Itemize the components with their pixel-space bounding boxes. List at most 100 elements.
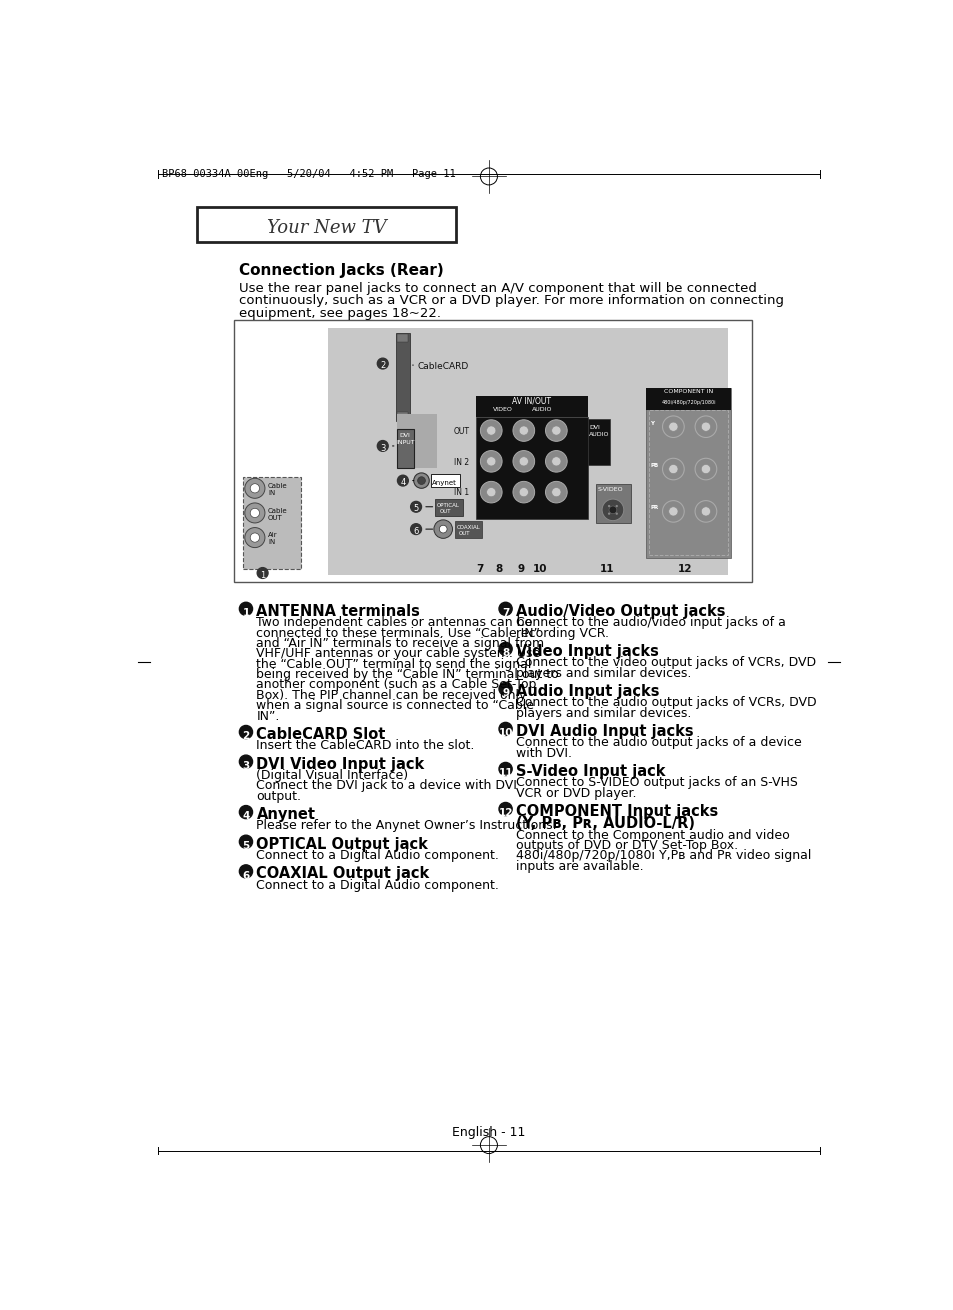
Bar <box>397 413 408 419</box>
Circle shape <box>239 865 253 878</box>
Circle shape <box>498 642 512 655</box>
Text: AUDIO: AUDIO <box>588 432 609 438</box>
Circle shape <box>668 507 678 516</box>
Text: recording VCR.: recording VCR. <box>516 626 608 639</box>
Circle shape <box>551 457 560 466</box>
Text: OUT: OUT <box>454 427 470 436</box>
Text: equipment, see pages 18~22.: equipment, see pages 18~22. <box>239 307 441 320</box>
Text: DVI: DVI <box>399 432 410 438</box>
Text: BP68-00334A-00Eng   5/20/04   4:52 PM   Page 11: BP68-00334A-00Eng 5/20/04 4:52 PM Page 1… <box>162 169 456 178</box>
Text: Connect the DVI jack to a device with DVI: Connect the DVI jack to a device with DV… <box>256 779 517 793</box>
Circle shape <box>239 603 253 616</box>
Text: COAXIAL: COAXIAL <box>456 525 479 531</box>
Bar <box>649 410 728 554</box>
Text: Anynet: Anynet <box>432 479 456 486</box>
Text: DVI Video Input jack: DVI Video Input jack <box>256 757 424 772</box>
Text: and “Air IN” terminals to receive a signal from: and “Air IN” terminals to receive a sign… <box>256 637 544 650</box>
Text: OUT: OUT <box>439 510 451 514</box>
Text: Connect to S-VIDEO output jacks of an S-VHS: Connect to S-VIDEO output jacks of an S-… <box>516 777 797 790</box>
Circle shape <box>439 525 447 533</box>
Circle shape <box>513 451 534 472</box>
Text: OUT: OUT <box>458 532 470 536</box>
Circle shape <box>498 683 512 696</box>
Text: Audio Input jacks: Audio Input jacks <box>516 684 659 698</box>
Text: Connect to the audio/video input jacks of a: Connect to the audio/video input jacks o… <box>516 616 785 629</box>
Text: IN”.: IN”. <box>256 710 279 723</box>
Circle shape <box>250 483 259 493</box>
Text: 4: 4 <box>400 478 405 487</box>
Circle shape <box>410 502 421 512</box>
Text: inputs are available.: inputs are available. <box>516 859 643 872</box>
Circle shape <box>601 499 623 520</box>
Text: CableCARD Slot: CableCARD Slot <box>256 727 385 741</box>
Circle shape <box>608 506 617 514</box>
Text: 7: 7 <box>476 563 483 574</box>
Text: CableCARD: CableCARD <box>417 362 468 371</box>
Bar <box>645 388 731 400</box>
Text: VCR or DVD player.: VCR or DVD player. <box>516 787 636 799</box>
Text: Connect to the Component audio and video: Connect to the Component audio and video <box>516 829 789 841</box>
Circle shape <box>498 722 512 735</box>
Bar <box>476 406 587 418</box>
Text: 12: 12 <box>497 808 513 819</box>
Text: Your New TV: Your New TV <box>267 219 386 237</box>
Circle shape <box>700 507 710 516</box>
Circle shape <box>498 762 512 776</box>
Text: IN 1: IN 1 <box>454 489 469 498</box>
Text: Video Input jacks: Video Input jacks <box>516 643 659 659</box>
Bar <box>645 388 731 558</box>
Text: Connection Jacks (Rear): Connection Jacks (Rear) <box>239 263 444 279</box>
Circle shape <box>434 520 452 538</box>
Text: 8: 8 <box>501 648 509 658</box>
Text: 9: 9 <box>517 563 524 574</box>
Text: the “Cable OUT” terminal to send the signal: the “Cable OUT” terminal to send the sig… <box>256 658 531 671</box>
Circle shape <box>239 726 253 739</box>
Circle shape <box>480 451 501 472</box>
Text: COAXIAL Output jack: COAXIAL Output jack <box>256 866 429 882</box>
Text: AV IN/OUT: AV IN/OUT <box>512 397 551 406</box>
Text: players and similar devices.: players and similar devices. <box>516 667 691 680</box>
Circle shape <box>245 478 265 498</box>
Text: 11: 11 <box>599 563 614 574</box>
Bar <box>596 485 630 523</box>
Circle shape <box>245 503 265 523</box>
Bar <box>476 396 587 406</box>
Circle shape <box>661 458 683 479</box>
Circle shape <box>414 473 429 489</box>
Text: Insert the CableCARD into the slot.: Insert the CableCARD into the slot. <box>256 739 475 752</box>
Text: 3: 3 <box>242 761 250 770</box>
Circle shape <box>498 603 512 616</box>
Circle shape <box>239 806 253 819</box>
Text: COMPONENT Input jacks: COMPONENT Input jacks <box>516 804 718 819</box>
Text: Connect to the video output jacks of VCRs, DVD: Connect to the video output jacks of VCR… <box>516 656 816 669</box>
Text: continuously, such as a VCR or a DVD player. For more information on connecting: continuously, such as a VCR or a DVD pla… <box>239 295 783 308</box>
Text: OPTICAL: OPTICAL <box>436 503 459 508</box>
Text: Connect to the audio output jacks of a device: Connect to the audio output jacks of a d… <box>516 736 801 749</box>
Circle shape <box>257 567 268 579</box>
Text: S-Video Input jack: S-Video Input jack <box>516 764 665 779</box>
Circle shape <box>250 508 259 517</box>
Circle shape <box>551 426 560 435</box>
Text: Box). The PIP channel can be received only: Box). The PIP channel can be received on… <box>256 689 526 702</box>
Circle shape <box>239 836 253 849</box>
Bar <box>645 400 731 410</box>
Text: connected to these terminals. Use “Cable IN”: connected to these terminals. Use “Cable… <box>256 626 539 639</box>
Circle shape <box>545 451 567 472</box>
Circle shape <box>480 481 501 503</box>
Text: (Y, Pʙ, Pʀ, AUDIO-L/R): (Y, Pʙ, Pʀ, AUDIO-L/R) <box>516 816 695 832</box>
Circle shape <box>615 504 618 507</box>
Circle shape <box>377 440 388 452</box>
Circle shape <box>513 481 534 503</box>
Circle shape <box>518 487 528 496</box>
Text: another component (such as a Cable Set-Top: another component (such as a Cable Set-T… <box>256 679 537 692</box>
Circle shape <box>668 422 678 431</box>
Text: when a signal source is connected to “Cable: when a signal source is connected to “Ca… <box>256 700 534 713</box>
Text: Use the rear panel jacks to connect an A/V component that will be connected: Use the rear panel jacks to connect an A… <box>239 282 757 295</box>
Text: Y: Y <box>649 421 654 426</box>
Circle shape <box>695 458 716 479</box>
Circle shape <box>498 803 512 816</box>
Text: 4: 4 <box>242 811 250 821</box>
Text: 10: 10 <box>533 563 547 574</box>
Text: Anynet: Anynet <box>256 807 315 823</box>
Bar <box>476 418 587 519</box>
